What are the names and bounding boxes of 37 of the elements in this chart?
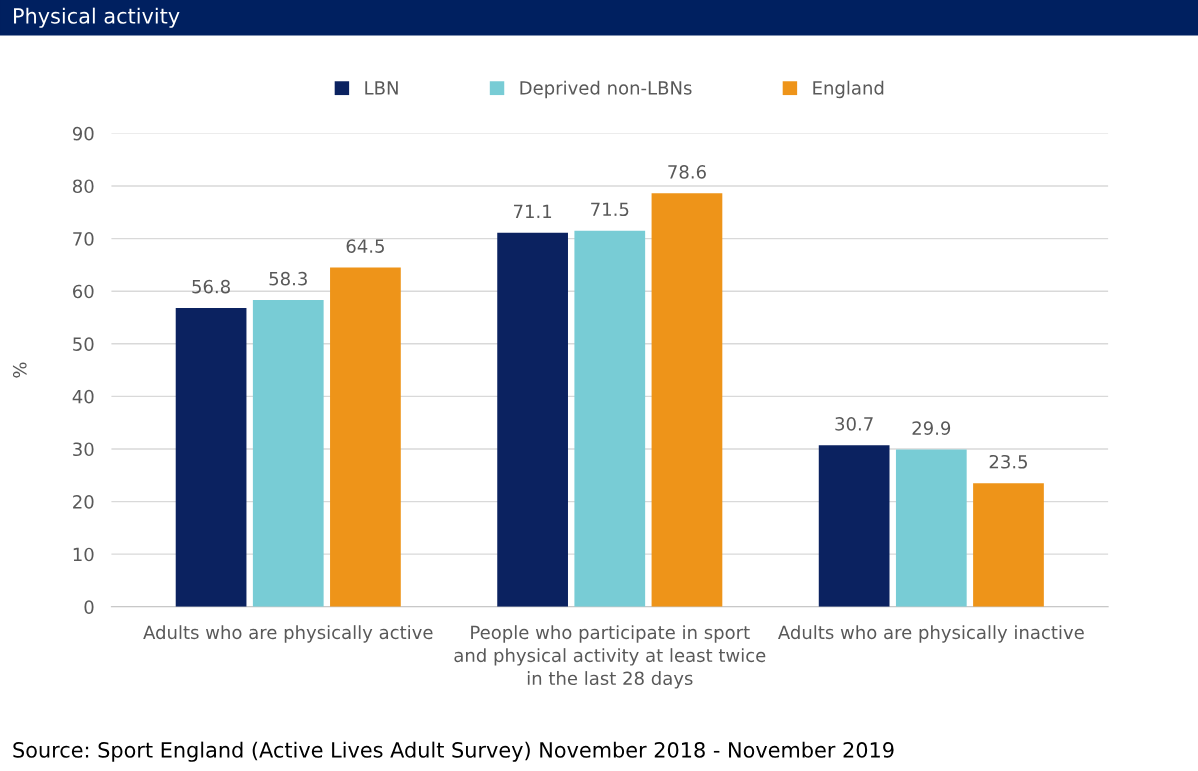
data-label: 64.5: [346, 239, 384, 253]
data-label: 78.6: [668, 165, 706, 179]
bar: [330, 267, 401, 607]
y-tick-label: 70: [73, 232, 94, 246]
x-tick-label: People who participate in sport and physical activity at least twice in the last 28 days: [454, 625, 766, 689]
x-tick-label: Adults who are physically active: [143, 625, 433, 643]
bar: [818, 445, 890, 607]
y-tick-label: 0: [84, 600, 94, 614]
y-tick-label: 80: [73, 179, 94, 194]
y-tick-label: 50: [73, 337, 94, 351]
bar: [895, 449, 967, 607]
legend-label: LBN: [365, 81, 398, 95]
y-tick-label: 40: [72, 389, 94, 404]
bar: [651, 193, 723, 607]
source-note: Source: Sport England (Active Lives Adult Survey) November 2018 - November 2019: [13, 741, 894, 762]
data-label: 30.7: [835, 417, 873, 431]
data-label: 29.9: [912, 421, 951, 435]
bar: [973, 483, 1044, 607]
legend-label: England: [813, 80, 884, 99]
data-label: 71.1: [514, 204, 552, 218]
y-axis-title: %: [12, 362, 27, 378]
x-tick-label: Adults who are physically inactive: [778, 625, 1084, 643]
y-tick-label: 30: [73, 442, 94, 457]
data-label: 23.5: [989, 454, 1027, 469]
data-label: 71.5: [591, 202, 629, 217]
bar: [574, 230, 646, 607]
data-label: 58.3: [269, 271, 307, 286]
chart-title: Physical activity: [14, 7, 180, 28]
bar: [252, 300, 324, 607]
bar: [497, 232, 568, 607]
y-tick-label: 90: [72, 126, 94, 141]
y-tick-label: 60: [73, 284, 94, 299]
y-tick-label: 20: [73, 495, 94, 509]
data-label: 56.8: [192, 279, 230, 294]
legend-label: Deprived non-LBNs: [520, 80, 692, 99]
bar: [175, 308, 247, 607]
y-tick-label: 10: [73, 547, 94, 562]
